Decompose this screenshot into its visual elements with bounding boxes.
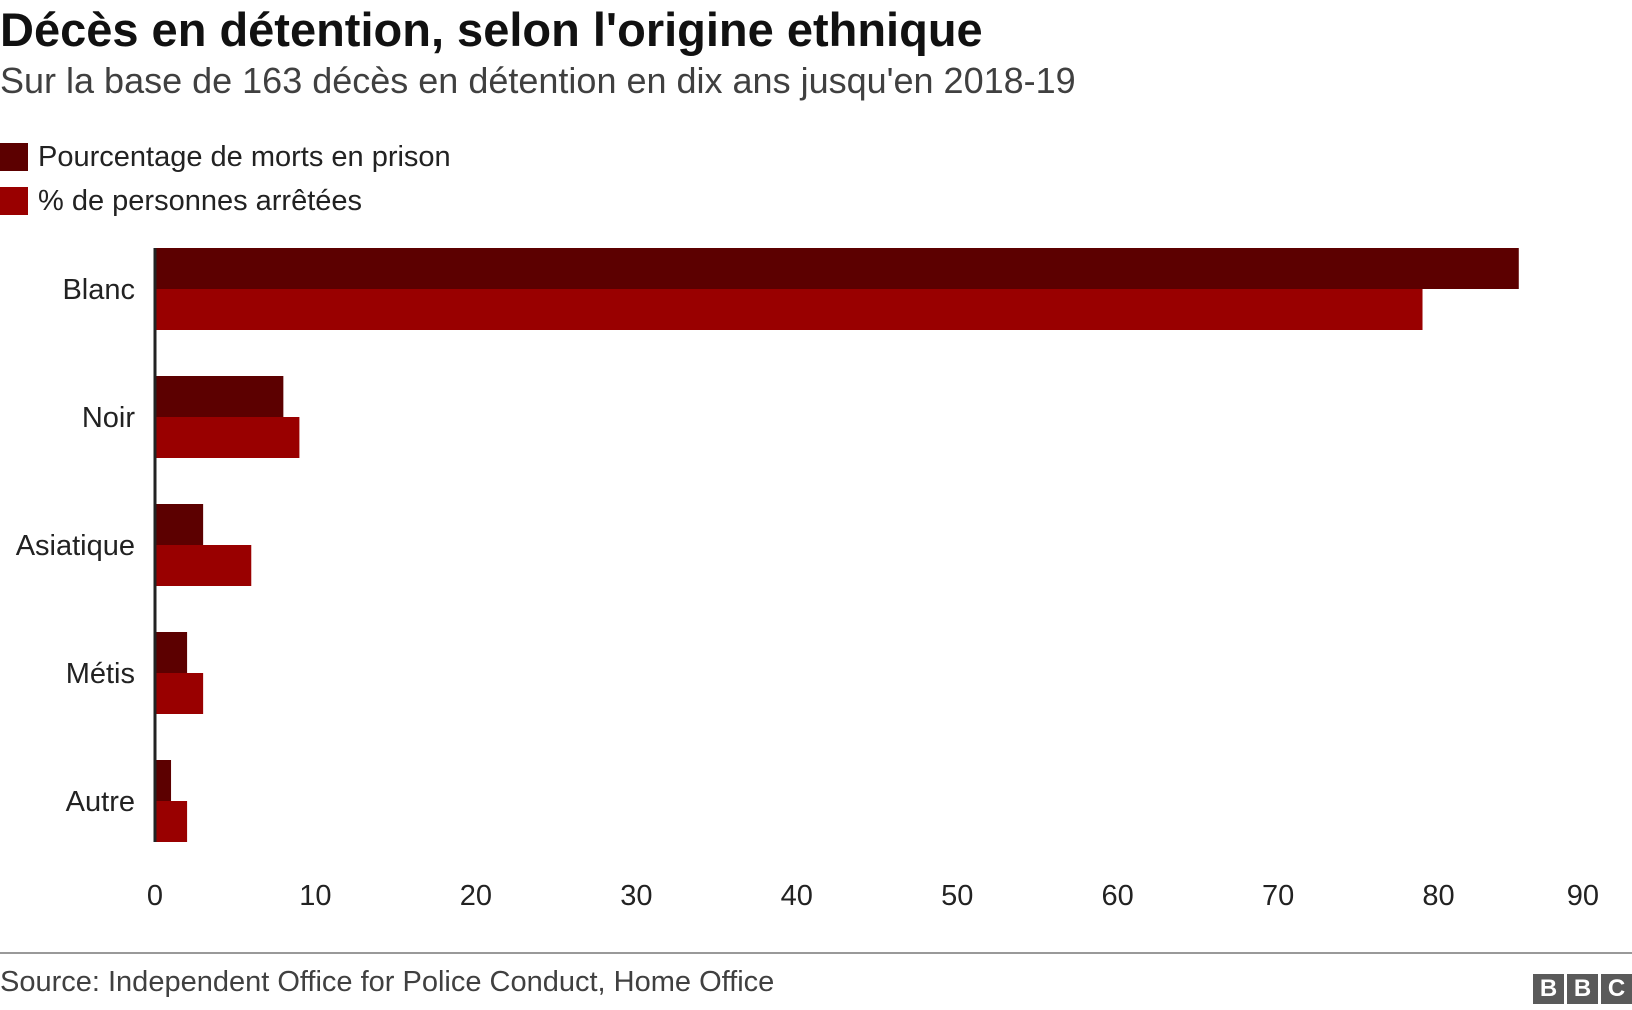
x-tick-label: 0 bbox=[147, 880, 163, 912]
legend-label-arrests: % de personnes arrêtées bbox=[38, 184, 363, 217]
source-note: Source: Independent Office for Police Co… bbox=[0, 966, 775, 998]
bbc-logo-letter: C bbox=[1601, 974, 1632, 1004]
bar-arrests-2 bbox=[155, 545, 252, 586]
bar-arrests-0 bbox=[155, 289, 1423, 330]
chart-subtitle: Sur la base de 163 décès en détention en… bbox=[0, 60, 1076, 101]
legend-label-deaths: Pourcentage de morts en prison bbox=[38, 140, 451, 173]
bar-arrests-3 bbox=[155, 673, 204, 714]
bar-deaths-3 bbox=[155, 632, 188, 673]
bar-deaths-0 bbox=[155, 248, 1519, 289]
category-label: Noir bbox=[82, 402, 136, 434]
x-tick-label: 80 bbox=[1422, 880, 1454, 912]
category-label: Métis bbox=[66, 658, 135, 690]
bar-chart: Blanc Noir Asiatique Métis Autre 0 10 20 30 40 50… bbox=[16, 248, 1599, 912]
legend-item-deaths: Pourcentage de morts en prison bbox=[0, 135, 451, 179]
x-tick-label: 90 bbox=[1567, 880, 1599, 912]
x-tick-label: 50 bbox=[941, 880, 973, 912]
legend-swatch-deaths bbox=[0, 143, 28, 171]
x-tick-label: 10 bbox=[299, 880, 331, 912]
chart-title: Décès en détention, selon l'origine ethn… bbox=[0, 3, 983, 56]
footer-divider bbox=[0, 952, 1632, 954]
bar-deaths-1 bbox=[155, 376, 284, 417]
bbc-logo: B B C bbox=[1533, 974, 1632, 1004]
bbc-logo-letter: B bbox=[1567, 974, 1598, 1004]
bbc-logo-letter: B bbox=[1533, 974, 1564, 1004]
bar-deaths-4 bbox=[155, 760, 172, 801]
legend-item-arrests: % de personnes arrêtées bbox=[0, 179, 451, 223]
category-labels: Blanc Noir Asiatique Métis Autre bbox=[16, 274, 136, 818]
x-tick-labels: 0 10 20 30 40 50 60 70 80 90 bbox=[147, 880, 1599, 912]
bar-arrests-4 bbox=[155, 801, 188, 842]
category-label: Blanc bbox=[62, 274, 135, 306]
bar-arrests-1 bbox=[155, 417, 300, 458]
legend: Pourcentage de morts en prison % de pers… bbox=[0, 135, 451, 223]
x-tick-label: 40 bbox=[781, 880, 813, 912]
x-tick-label: 30 bbox=[620, 880, 652, 912]
x-tick-label: 20 bbox=[460, 880, 492, 912]
x-tick-label: 60 bbox=[1102, 880, 1134, 912]
legend-swatch-arrests bbox=[0, 187, 28, 215]
bars-group bbox=[155, 248, 1519, 842]
bar-deaths-2 bbox=[155, 504, 204, 545]
category-label: Autre bbox=[66, 786, 135, 818]
category-label: Asiatique bbox=[16, 530, 135, 562]
x-tick-label: 70 bbox=[1262, 880, 1294, 912]
